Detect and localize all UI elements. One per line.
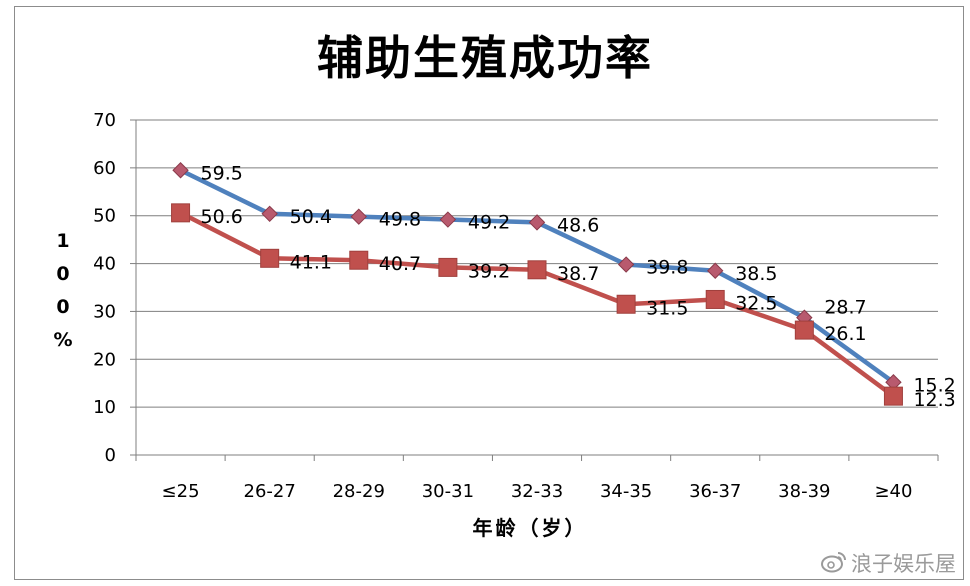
x-axis-label: 年龄（岁） [472,516,588,540]
x-tick-label: ≥40 [874,481,912,502]
y-axis-label-char: 0 [56,263,70,285]
data-label: 41.1 [290,251,332,273]
x-tick-label: 36-37 [689,481,741,502]
data-point-marker [707,262,724,279]
data-label: 38.7 [557,263,599,285]
x-tick-label: 30-31 [422,481,474,502]
data-point-marker [528,214,546,231]
x-tick-label: 38-39 [778,481,830,502]
data-point-marker [794,320,814,340]
x-tick-label: 26-27 [244,481,296,502]
y-axis-label-char: 0 [56,296,70,318]
y-tick-label: 50 [93,206,116,227]
data-label: 39.2 [468,260,510,282]
x-tick-label: 34-35 [600,481,652,502]
y-tick-label: 20 [93,349,116,370]
watermark: 浪子娱乐屋 [821,548,956,579]
data-point-marker [439,211,457,228]
data-point-marker [438,257,458,277]
x-tick-label: 32-33 [511,481,563,502]
watermark-text: 浪子娱乐屋 [851,551,956,576]
data-label: 39.8 [646,257,688,279]
x-tick-label: 28-29 [333,481,385,502]
data-label: 49.2 [468,212,510,234]
data-point-marker [616,294,636,314]
data-label: 26.1 [824,323,866,345]
data-label: 38.5 [735,263,777,285]
y-axis-label-char: 1 [56,230,70,252]
y-tick-label: 0 [105,445,116,466]
data-point-marker [349,250,369,270]
data-label: 50.6 [201,206,243,228]
x-tick-label: ≤25 [162,481,200,502]
y-axis-label-char: % [53,329,73,351]
y-tick-label: 40 [93,254,116,275]
data-point-marker [350,208,367,225]
data-label: 31.5 [646,297,688,319]
y-tick-label: 30 [93,301,116,322]
data-point-marker [260,248,280,268]
chart-title: 辅助生殖成功率 [317,31,653,85]
y-tick-label: 70 [93,110,116,131]
y-tick-label: 10 [93,397,116,418]
series-line [179,210,895,398]
data-label: 48.6 [557,214,599,236]
data-label: 12.3 [913,389,955,411]
y-tick-label: 60 [93,158,116,179]
data-label: 50.4 [290,206,332,228]
data-label: 59.5 [201,162,243,184]
data-point-marker [261,205,278,223]
data-point-marker [172,162,189,179]
data-label: 32.5 [735,292,777,314]
data-label: 15.2 [913,374,955,396]
chart-frame [14,6,964,580]
data-label: 40.7 [379,253,421,275]
data-point-marker [527,260,547,280]
data-label: 28.7 [824,297,866,319]
data-point-marker [705,289,725,309]
data-point-marker [171,203,191,223]
y-axis-label: 1 0 0 % [48,225,78,357]
weibo-logo-icon [821,551,847,578]
data-point-marker [883,386,903,406]
data-point-marker [617,256,635,273]
data-label: 49.8 [379,209,421,231]
